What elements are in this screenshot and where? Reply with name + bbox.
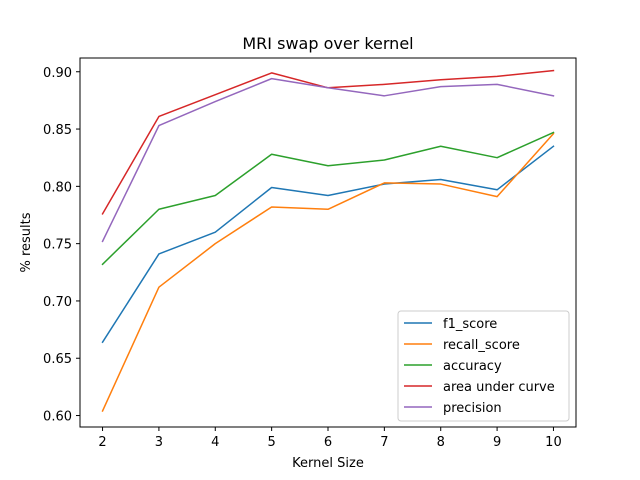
x-tick-label: 9 xyxy=(493,435,501,450)
y-tick-label: 0.80 xyxy=(43,180,72,195)
x-tick-label: 7 xyxy=(380,435,388,450)
plot-frame xyxy=(79,57,577,428)
y-tick-label: 0.85 xyxy=(43,123,72,138)
series-line-precision xyxy=(101,77,555,243)
y-tick-label: 0.60 xyxy=(43,410,72,425)
legend: f1_score recall_score accuracy area under c… xyxy=(397,310,570,422)
x-tick-label: 3 xyxy=(155,435,163,450)
x-tick-label: 6 xyxy=(324,435,332,450)
y-tick-label: 0.70 xyxy=(43,295,72,310)
series-line-recall_score xyxy=(101,132,555,412)
legend-items: f1_score recall_score accuracy area under c… xyxy=(404,317,555,416)
x-tick-label: 2 xyxy=(98,435,106,450)
legend-label-f1_score: f1_score xyxy=(443,317,497,332)
legend-label-recall_score: recall_score xyxy=(443,338,520,353)
series-line-area-under-curve xyxy=(101,69,555,215)
y-tick-label: 0.75 xyxy=(43,238,72,253)
series-line-f1_score xyxy=(101,145,555,344)
x-axis-label: Kernel Size xyxy=(292,456,364,471)
x-tick-label: 5 xyxy=(267,435,275,450)
ticks-layer: 2 3 4 5 6 7 8 9 10 0.60 0.65 0.70 0.75 0.80 0.85 0.90 xyxy=(43,66,562,450)
x-tick-label: 4 xyxy=(211,435,219,450)
y-tick-label: 0.65 xyxy=(43,352,72,367)
x-tick-label: 8 xyxy=(437,435,445,450)
y-axis-label: % results xyxy=(19,212,34,272)
legend-label-precision: precision xyxy=(443,401,502,416)
y-tick-label: 0.90 xyxy=(43,66,72,81)
series-line-accuracy xyxy=(101,131,555,266)
legend-box xyxy=(397,310,570,422)
legend-label-area-under-curve: area under curve xyxy=(443,380,555,395)
x-tick-label: 10 xyxy=(545,435,562,450)
legend-label-accuracy: accuracy xyxy=(443,359,502,374)
series-layer xyxy=(101,69,555,412)
chart-title: MRI swap over kernel xyxy=(242,34,413,53)
